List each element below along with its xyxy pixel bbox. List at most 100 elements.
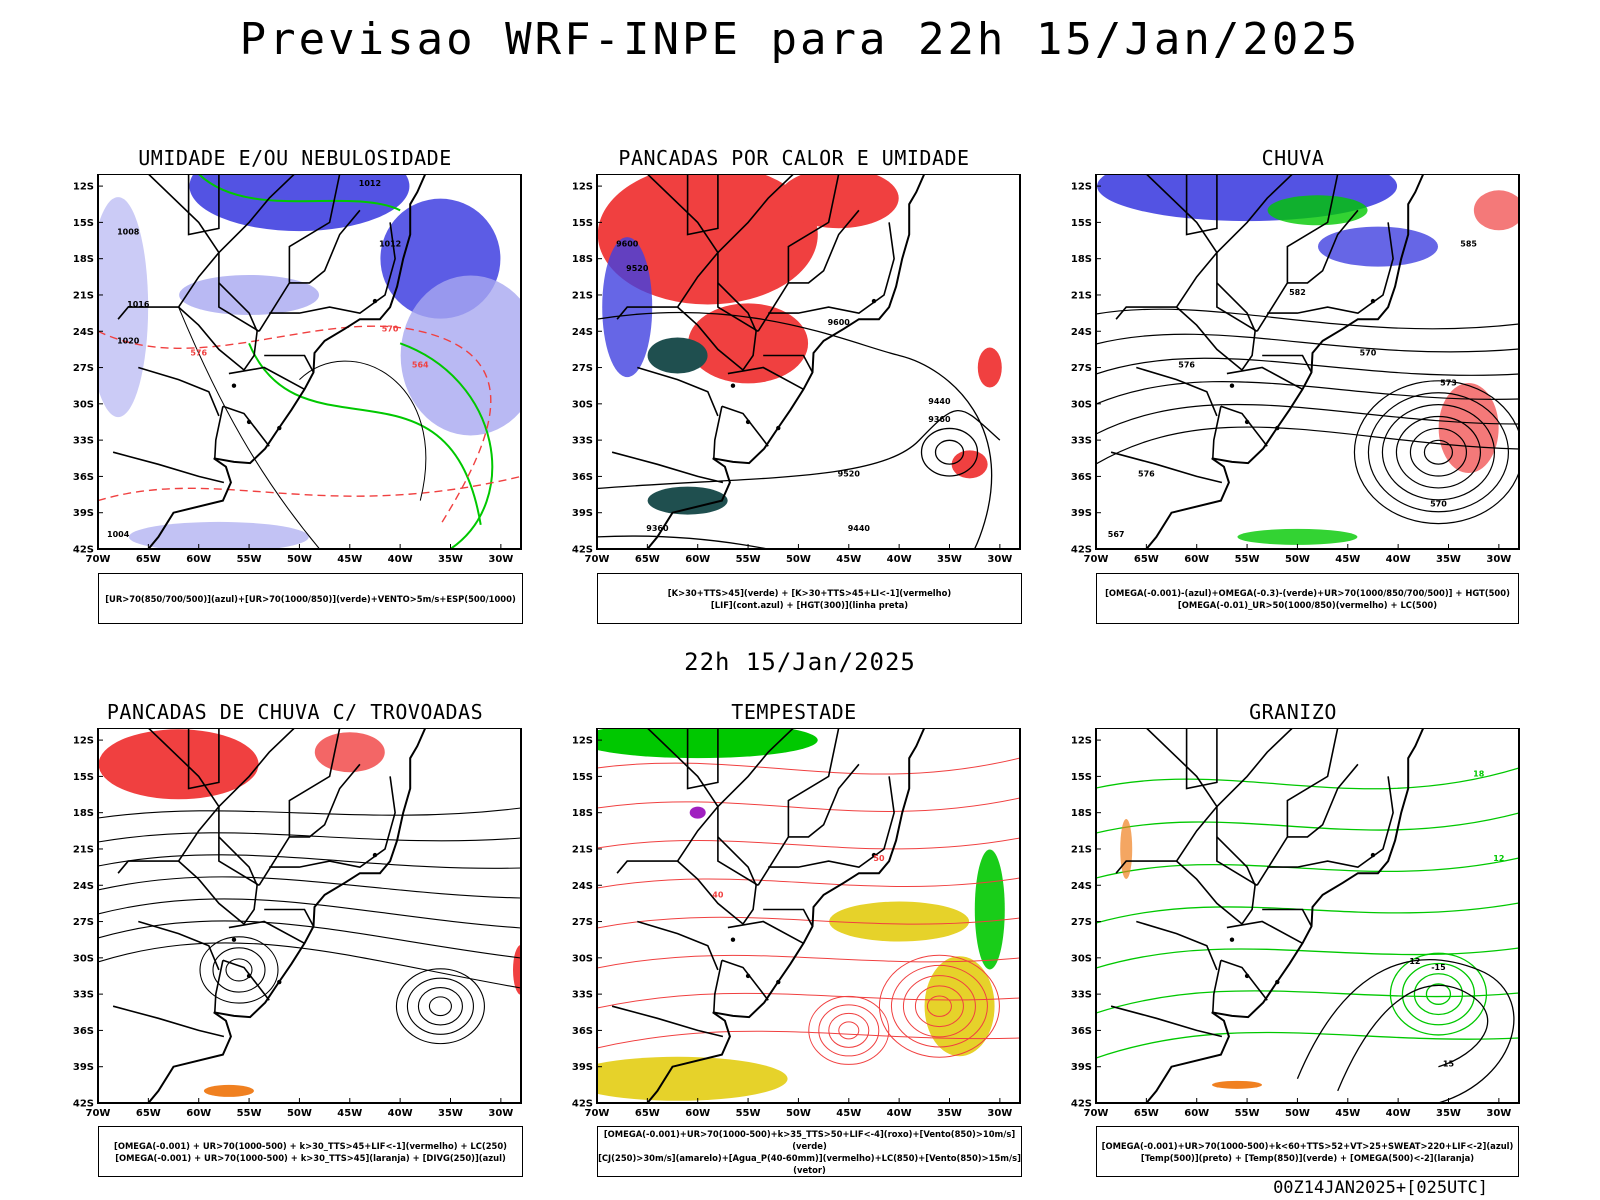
svg-text:9360: 9360 [646,524,669,533]
svg-text:55W: 55W [736,1108,761,1119]
legend-pancadas-trovoadas: [OMEGA(-0.001) + UR>70(1000-500) + k>30_… [98,1126,523,1177]
svg-text:65W: 65W [635,1108,660,1119]
footer-timestamp: 00Z14JAN2025+[025UTC] [1273,1178,1488,1198]
svg-text:40W: 40W [1386,554,1411,565]
svg-text:15S: 15S [73,218,94,229]
panel-title: PANCADAS POR CALOR E UMIDADE [618,146,970,170]
svg-text:30W: 30W [488,1108,513,1119]
svg-text:60W: 60W [1184,1108,1209,1119]
svg-text:60W: 60W [1184,554,1209,565]
panel-pancadas-trovoadas: PANCADAS DE CHUVA C/ TROVOADAS 12S 15S 18S… [55,700,535,1180]
svg-text:576: 576 [1178,361,1195,370]
svg-text:33S: 33S [1071,436,1092,447]
svg-text:39S: 39S [1071,1062,1092,1073]
svg-text:36S: 36S [572,472,593,483]
svg-text:12S: 12S [73,736,94,747]
svg-text:24S: 24S [1071,881,1092,892]
svg-text:45W: 45W [337,1108,362,1119]
panel-granizo: GRANIZO -12 -15 15 18 12 12S 15S 18S 21S 24S 27S 30… [1053,700,1533,1180]
svg-text:45W: 45W [836,554,861,565]
svg-text:50: 50 [873,854,885,863]
svg-text:36S: 36S [572,1026,593,1037]
svg-text:-15: -15 [1431,963,1446,972]
legend-line: [OMEGA(-0.001)+UR>70(1000-500)+k>35_TTS>… [603,1128,1016,1151]
svg-text:15S: 15S [572,218,593,229]
svg-text:33S: 33S [1071,990,1092,1001]
svg-text:50W: 50W [786,1108,811,1119]
svg-text:9600: 9600 [616,240,639,249]
svg-text:35W: 35W [1436,554,1461,565]
svg-text:21S: 21S [572,844,593,855]
svg-text:1004: 1004 [107,530,130,539]
svg-text:576: 576 [1138,469,1155,478]
svg-text:18: 18 [1473,769,1485,778]
svg-text:585: 585 [1460,240,1477,249]
svg-text:39S: 39S [572,1062,593,1073]
panel-title: CHUVA [1261,146,1325,170]
svg-text:35W: 35W [438,554,463,565]
svg-text:1012: 1012 [379,240,401,249]
svg-text:36S: 36S [1071,1026,1092,1037]
svg-text:27S: 27S [1071,917,1092,928]
svg-text:18S: 18S [572,808,593,819]
svg-text:570: 570 [382,324,399,333]
svg-text:36S: 36S [1071,472,1092,483]
legend-tempestade: [OMEGA(-0.001)+UR>70(1000-500)+k>35_TTS>… [597,1126,1022,1177]
svg-text:582: 582 [1289,288,1306,297]
svg-text:27S: 27S [572,917,593,928]
legend-line: [Temp(500)](preto) + [Temp(850)](verde) … [1140,1152,1475,1163]
svg-text:55W: 55W [1235,554,1260,565]
svg-text:15S: 15S [1071,218,1092,229]
svg-text:12S: 12S [572,182,593,193]
svg-text:65W: 65W [136,554,161,565]
legend-line: [OMEGA(-0.001) + UR>70(1000-500) + k>30_… [114,1140,507,1151]
svg-text:30S: 30S [73,399,94,410]
svg-text:15S: 15S [73,772,94,783]
legend-line: [OMEGA(-0.001)-(azul)+OMEGA(-0.3)-(verde… [1105,587,1510,598]
panel-pancadas-calor: PANCADAS POR CALOR E UMIDADE 9600 9520 960… [554,146,1034,626]
svg-text:9440: 9440 [928,397,951,406]
panel-title: GRANIZO [1249,700,1337,724]
svg-text:39S: 39S [1071,508,1092,519]
svg-text:55W: 55W [736,554,761,565]
map-chuva: 582 576 570 573 567 576 570 585 12S 15S 18S 21S 24S 2… [1071,174,1520,565]
svg-text:55W: 55W [1235,1108,1260,1119]
svg-text:33S: 33S [572,990,593,1001]
svg-text:30W: 30W [987,1108,1012,1119]
svg-text:45W: 45W [836,1108,861,1119]
svg-text:9440: 9440 [848,524,871,533]
svg-text:12S: 12S [1071,736,1092,747]
svg-text:1008: 1008 [117,227,140,236]
svg-text:30S: 30S [572,953,593,964]
svg-text:40W: 40W [887,554,912,565]
svg-text:45W: 45W [1335,554,1360,565]
legend-line: [OMEGA(-0.001)+UR>70(1000-500)+k<60+TTS>… [1101,1140,1514,1151]
svg-text:1020: 1020 [117,336,140,345]
mid-title: 22h 15/Jan/2025 [684,648,916,676]
svg-text:30S: 30S [1071,953,1092,964]
svg-text:40W: 40W [388,554,413,565]
svg-text:30S: 30S [572,399,593,410]
svg-text:24S: 24S [572,881,593,892]
svg-text:24S: 24S [73,327,94,338]
svg-text:9520: 9520 [838,469,861,478]
svg-text:45W: 45W [337,554,362,565]
svg-text:50W: 50W [1285,554,1310,565]
svg-text:40W: 40W [388,1108,413,1119]
svg-text:12S: 12S [572,736,593,747]
svg-text:12S: 12S [73,182,94,193]
svg-text:27S: 27S [73,917,94,928]
svg-text:70W: 70W [86,1108,111,1119]
svg-text:70W: 70W [1084,1108,1109,1119]
svg-text:65W: 65W [635,554,660,565]
panel-tempestade: TEMPESTADE 40 50 12S 15S 18S 21S 24S 27S 30S 33S 3… [554,700,1034,1180]
panel-title: UMIDADE E/OU NEBULOSIDADE [138,146,452,170]
panel-title: PANCADAS DE CHUVA C/ TROVOADAS [106,700,484,724]
legend-line: [UR>70(850/700/500)](azul)+[UR>70(1000/8… [105,593,516,604]
legend-chuva: [OMEGA(-0.001)-(azul)+OMEGA(-0.3)-(verde… [1096,573,1519,624]
svg-text:42S: 42S [1071,1099,1092,1110]
legend-line: [OMEGA(-0.01)_UR>50(1000/850)(vermelho) … [1177,599,1438,610]
svg-text:1016: 1016 [127,300,150,309]
svg-text:21S: 21S [1071,290,1092,301]
